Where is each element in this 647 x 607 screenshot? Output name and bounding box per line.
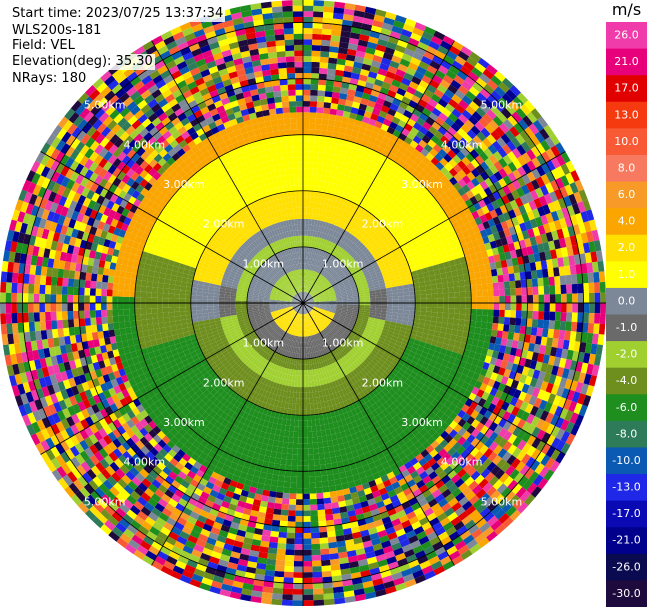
colorbar-swatch <box>606 474 647 502</box>
range-ring-label: 4.00km <box>441 138 483 151</box>
azimuth-spoke <box>302 151 566 304</box>
start-time-label: Start time: 2023/07/25 13:37:34 <box>10 6 226 22</box>
colorbar-swatch <box>606 553 647 581</box>
colorbar-swatch <box>606 181 647 209</box>
colorbar-tick-label: -10.0 <box>612 454 640 467</box>
colorbar-unit: m/s <box>611 0 642 19</box>
range-ring-label: 1.00km <box>243 337 285 350</box>
range-ring-label: 3.00km <box>401 416 443 429</box>
colorbar-swatch <box>606 287 647 315</box>
azimuth-spoke <box>302 302 566 455</box>
colorbar-tick-label: -21.0 <box>612 534 640 547</box>
colorbar-swatch <box>606 341 647 369</box>
colorbar-swatch <box>606 394 647 422</box>
colorbar-swatch <box>606 154 647 183</box>
range-ring-label: 3.00km <box>401 178 443 191</box>
colorbar-tick-label: -1.0 <box>616 321 637 334</box>
colorbar-swatch <box>606 580 647 607</box>
colorbar-swatch <box>606 75 647 103</box>
colorbar-swatch <box>606 208 647 236</box>
azimuth-spoke <box>151 40 304 304</box>
azimuth-spokes <box>0 0 606 606</box>
velocity-sectors <box>0 0 606 606</box>
colorbar-tick-label: 10.0 <box>614 135 639 148</box>
colorbar-swatch <box>606 367 647 395</box>
azimuth-spoke <box>40 151 304 304</box>
colorbar-tick-label: -30.0 <box>612 587 640 600</box>
range-ring-label: 2.00km <box>362 376 404 389</box>
colorbar-tick-label: 17.0 <box>614 82 639 95</box>
range-ring-label: 1.00km <box>322 337 364 350</box>
range-ring-label: 5.00km <box>84 495 126 508</box>
azimuth-spoke <box>40 302 304 455</box>
elevation-label: Elevation(deg): 35.30 <box>10 54 155 70</box>
ppi-scan-plot: 1.00km 1.00km 1.00km 1.00km 2.00km 2.00km 2.00… <box>0 0 606 606</box>
range-ring-labels: 1.00km 1.00km 1.00km 1.00km 2.00km 2.00km 2.00… <box>84 99 522 509</box>
colorbar-tick-label: 1.0 <box>618 268 636 281</box>
nrays-label: NRays: 180 <box>10 71 89 87</box>
range-ring-label: 1.00km <box>243 257 285 270</box>
range-ring-label: 2.00km <box>362 218 404 231</box>
range-ring-label: 4.00km <box>124 456 166 469</box>
velocity-colorbar: 26.0 21.0 17.0 13.0 10.0 8.0 6.0 4.0 2.0 1.0 0.0 -1… <box>606 22 647 607</box>
range-ring-label: 5.00km <box>84 99 126 112</box>
colorbar-swatch <box>606 22 647 50</box>
range-ring-label: 4.00km <box>441 456 483 469</box>
colorbar-tick-label: 26.0 <box>614 28 639 41</box>
colorbar-swatch <box>606 527 647 555</box>
range-ring-label: 1.00km <box>322 257 364 270</box>
colorbar-tick-label: 8.0 <box>618 161 636 174</box>
colorbar-tick-label: -13.0 <box>612 481 640 494</box>
colorbar-tick-label: 6.0 <box>618 188 636 201</box>
colorbar-swatch <box>606 128 647 156</box>
colorbar-tick-label: -4.0 <box>616 374 637 387</box>
azimuth-spoke <box>302 40 455 304</box>
colorbar-tick-label: 4.0 <box>618 215 636 228</box>
azimuth-spoke <box>151 302 304 566</box>
range-ring-label: 3.00km <box>163 416 205 429</box>
range-ring-label: 4.00km <box>124 138 166 151</box>
colorbar-tick-label: -2.0 <box>616 348 637 361</box>
colorbar-tick-label: 0.0 <box>618 294 636 307</box>
colorbar-swatch <box>606 101 647 129</box>
colorbar-tick-label: 2.0 <box>618 241 636 254</box>
colorbar-swatch <box>606 261 647 289</box>
colorbar-swatch <box>606 500 647 528</box>
colorbar-swatch <box>606 420 647 448</box>
range-ring-label: 2.00km <box>203 218 245 231</box>
colorbar-swatch <box>606 48 647 76</box>
range-ring-label: 5.00km <box>481 495 523 508</box>
field-label: Field: VEL <box>10 38 77 54</box>
colorbar-swatch <box>606 447 647 475</box>
colorbar-tick-label: -6.0 <box>616 401 637 414</box>
colorbar-tick-label: 21.0 <box>614 55 639 68</box>
colorbar-swatch <box>606 234 647 262</box>
colorbar-tick-label: -8.0 <box>616 427 637 440</box>
range-ring-label: 5.00km <box>481 99 523 112</box>
colorbar-tick-label: 13.0 <box>614 108 639 121</box>
colorbar-swatch <box>606 314 647 342</box>
azimuth-spoke <box>302 302 455 566</box>
site-label: WLS200s-181 <box>10 23 104 39</box>
colorbar-tick-label: -17.0 <box>612 507 640 520</box>
range-ring-label: 3.00km <box>163 178 205 191</box>
range-ring-label: 2.00km <box>203 376 245 389</box>
colorbar-tick-label: -26.0 <box>612 560 640 573</box>
